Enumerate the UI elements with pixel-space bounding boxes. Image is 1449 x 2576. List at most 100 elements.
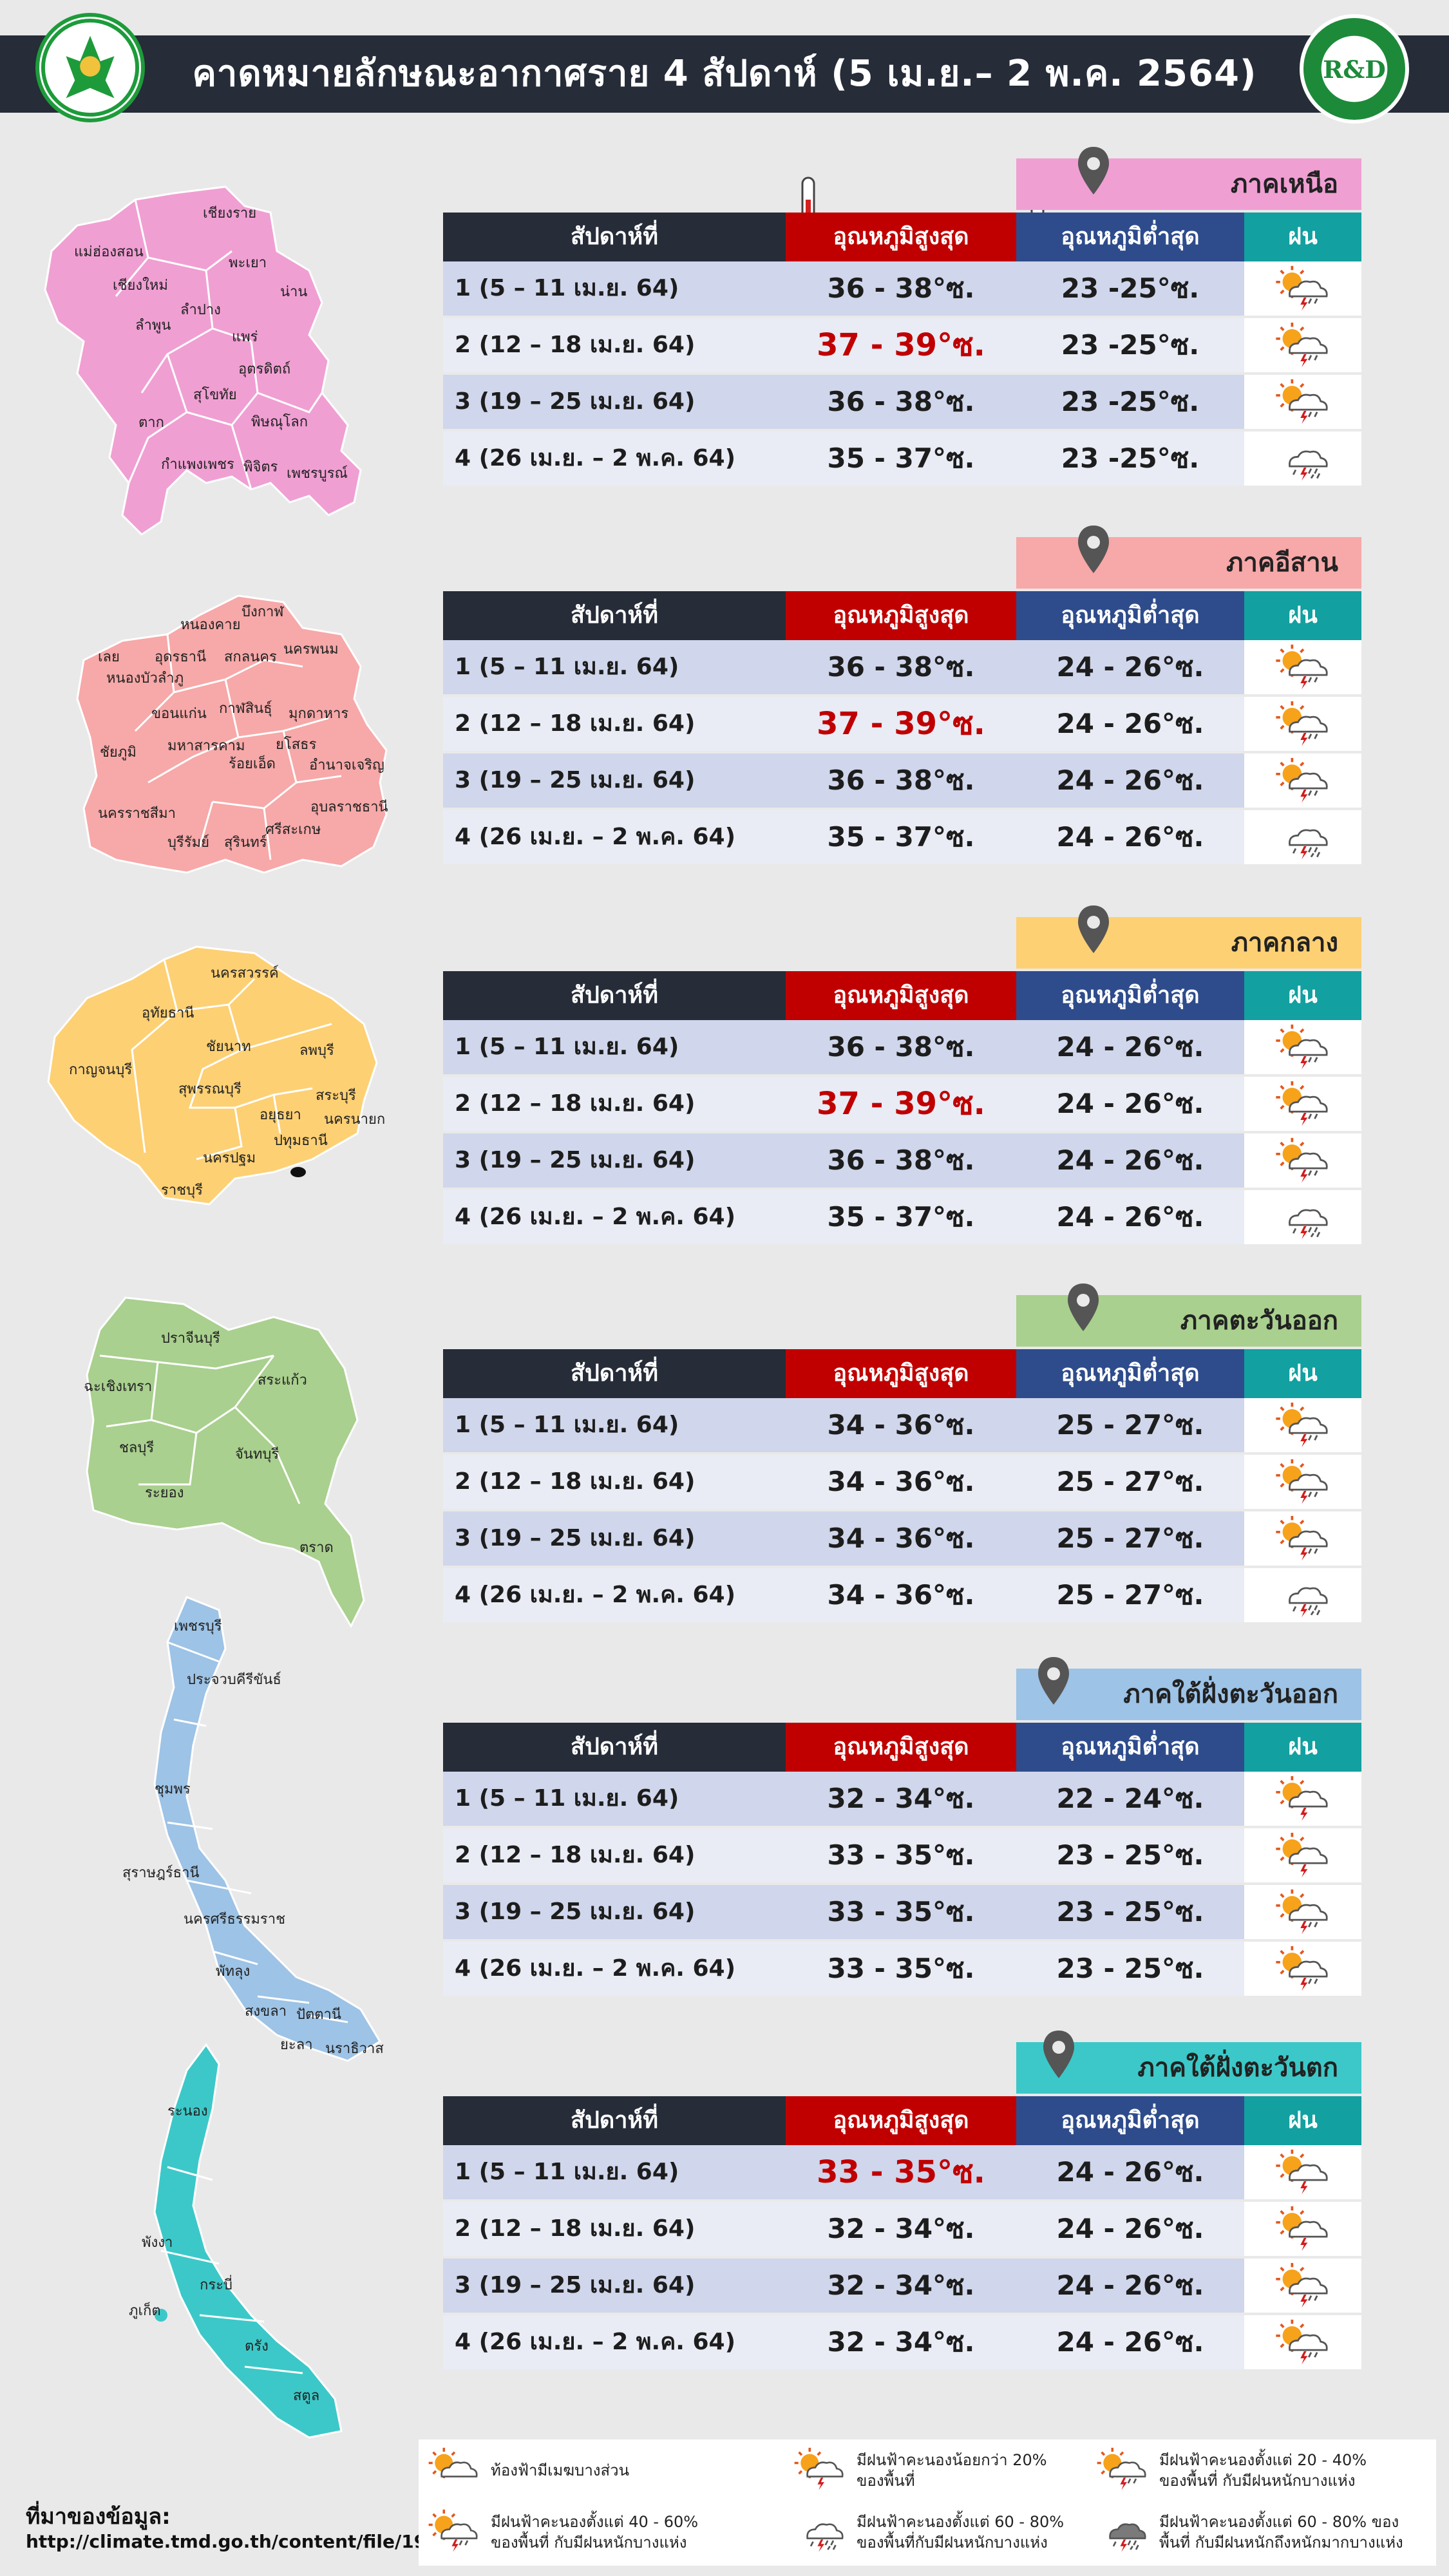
svg-text:นราธิวาส: นราธิวาส (325, 2041, 384, 2057)
week-cell: 4 (26 เม.ย. – 2 พ.ค. 64) (443, 431, 786, 486)
week-column-header: สัปดาห์ที่ (443, 1723, 786, 1772)
week-cell: 2 (12 – 18 เม.ย. 64) (443, 1455, 786, 1509)
min-temp-cell: 23 -25°ซ. (1016, 261, 1244, 316)
table-row: 2 (12 – 18 เม.ย. 64) 37 - 39°ซ. 23 -25°ซ. (443, 318, 1361, 375)
partly-cloudy-weather-icon (428, 2447, 478, 2479)
week-cell: 3 (19 – 25 เม.ย. 64) (443, 375, 786, 429)
table-row: 1 (5 – 11 เม.ย. 64) 36 - 38°ซ. 23 -25°ซ. (443, 261, 1361, 318)
min-temp-cell: 24 - 26°ซ. (1016, 2259, 1244, 2313)
storm-weather-icon (1097, 2447, 1146, 2490)
location-pin-icon (1077, 524, 1110, 576)
rain-light-icon (1244, 1828, 1361, 1882)
heavy-weather-icon (806, 2523, 844, 2552)
svg-text:ยะลา: ยะลา (280, 2037, 313, 2053)
max-temp-cell: 32 - 34°ซ. (786, 1772, 1016, 1826)
legend-text: มีฝนฟ้าคะนองตั้งแต่ 60 - 80% ของพื้นที่ก… (857, 2513, 1065, 2552)
rain-storm-icon (1244, 375, 1361, 429)
min-temp-cell: 23 - 25°ซ. (1016, 1942, 1244, 1996)
svg-text:สระบุรี: สระบุรี (316, 1088, 356, 1104)
svg-text:พิจิตร: พิจิตร (243, 459, 278, 475)
min-temp-cell: 24 - 26°ซ. (1016, 640, 1244, 694)
svg-text:อำนาจเจริญ: อำนาจเจริญ (309, 757, 384, 773)
svg-text:บึงกาฬ: บึงกาฬ (242, 604, 284, 620)
svg-text:บุรีรัมย์: บุรีรัมย์ (167, 835, 209, 851)
svg-text:ระยอง: ระยอง (145, 1485, 184, 1501)
min-temp-cell: 23 - 25°ซ. (1016, 1885, 1244, 1939)
table-row: 4 (26 เม.ย. – 2 พ.ค. 64) 34 - 36°ซ. 25 - 2… (443, 1568, 1361, 1625)
table-row: 3 (19 – 25 เม.ย. 64) 36 - 38°ซ. 24 - 26°ซ. (443, 1133, 1361, 1190)
min-temp-cell: 25 - 27°ซ. (1016, 1568, 1244, 1622)
min-temp-column-header: อุณหภูมิต่ำสุด (1016, 1349, 1244, 1398)
svg-text:ขอนแก่น: ขอนแก่น (151, 706, 207, 722)
rain-storm-icon (1244, 1077, 1361, 1131)
rd-logo: R&D (1300, 14, 1409, 124)
svg-text:ชลบุรี: ชลบุรี (119, 1440, 154, 1456)
svg-text:ชัยนาท: ชัยนาท (206, 1039, 251, 1055)
location-pin-icon (1077, 146, 1110, 197)
svg-text:นครราชสีมา: นครราชสีมา (98, 806, 176, 822)
region-name-tag: ภาคใต้ฝั่งตะวันตก (1016, 2042, 1361, 2094)
week-column-header: สัปดาห์ที่ (443, 1349, 786, 1398)
max-temp-cell: 32 - 34°ซ. (786, 2202, 1016, 2256)
rain-storm-icon (1244, 1885, 1361, 1939)
min-temp-cell: 24 - 26°ซ. (1016, 1190, 1244, 1244)
svg-text:ศรีสะเกษ: ศรีสะเกษ (265, 822, 321, 838)
svg-text:นครพนม: นครพนม (283, 641, 339, 658)
rain-storm-icon (1244, 1020, 1361, 1074)
legend-text: มีฝนฟ้าคะนองตั้งแต่ 20 - 40% ของพื้นที่ … (1159, 2451, 1367, 2490)
source-url[interactable]: http://climate.tmd.go.th/content/file/19… (26, 2531, 452, 2552)
svg-text:ระนอง: ระนอง (167, 2103, 208, 2119)
table-row: 2 (12 – 18 เม.ย. 64) 32 - 34°ซ. 24 - 26°ซ. (443, 2202, 1361, 2259)
min-temp-cell: 24 - 26°ซ. (1016, 2202, 1244, 2256)
svg-text:นครนายก: นครนายก (324, 1112, 385, 1128)
location-pin-icon (1077, 904, 1110, 956)
svg-text:เพชรบูรณ์: เพชรบูรณ์ (287, 466, 348, 482)
map-northeast: บึงกาฬ หนองคาย นครพนม เลย อุดรธานี สกลนค… (71, 589, 406, 886)
svg-text:กาฬสินธุ์: กาฬสินธุ์ (219, 701, 272, 717)
page-title: คาดหมายลักษณะอากาศราย 4 สัปดาห์ (5 เม.ย.… (192, 53, 1257, 95)
rain-light-icon (1244, 2145, 1361, 2199)
location-pin-icon (1042, 2029, 1075, 2081)
max-temp-cell: 33 - 35°ซ. (786, 2145, 1016, 2199)
svg-text:มุกดาหาร: มุกดาหาร (289, 706, 348, 722)
min-temp-cell: 23 -25°ซ. (1016, 375, 1244, 429)
map-south-west: ระนอง พังงา กระบี่ ภูเก็ต ตรัง สตูล (116, 2038, 386, 2444)
table-header: สัปดาห์ที่ อุณหภูมิสูงสุด อุณหภูมิต่ำสุด ฝน (443, 591, 1361, 640)
week-cell: 4 (26 เม.ย. – 2 พ.ค. 64) (443, 1190, 786, 1244)
week-column-header: สัปดาห์ที่ (443, 213, 786, 261)
rain-storm-icon (1244, 318, 1361, 372)
week-cell: 3 (19 – 25 เม.ย. 64) (443, 1511, 786, 1566)
min-temp-column-header: อุณหภูมิต่ำสุด (1016, 1723, 1244, 1772)
max-temp-cell: 36 - 38°ซ. (786, 1020, 1016, 1074)
location-pin-icon (1037, 1656, 1070, 1707)
rain-column-header: ฝน (1244, 1723, 1361, 1772)
table-row: 2 (12 – 18 เม.ย. 64) 37 - 39°ซ. 24 - 26°ซ. (443, 697, 1361, 753)
map-south-east: เพชรบุรี ประจวบคีรีขันธ์ ชุมพร สุราษฎร์ธ… (116, 1591, 412, 2093)
week-cell: 4 (26 เม.ย. – 2 พ.ค. 64) (443, 1568, 786, 1622)
max-temp-column-header: อุณหภูมิสูงสุด (786, 591, 1016, 640)
table-row: 4 (26 เม.ย. – 2 พ.ค. 64) 33 - 35°ซ. 23 - 2… (443, 1942, 1361, 1998)
forecast-table-south-west: สัปดาห์ที่ อุณหภูมิสูงสุด อุณหภูมิต่ำสุด ฝน… (443, 2096, 1361, 2372)
svg-text:อุทัยธานี: อุทัยธานี (142, 1005, 194, 1021)
max-temp-column-header: อุณหภูมิสูงสุด (786, 1723, 1016, 1772)
svg-text:น่าน: น่าน (280, 284, 307, 300)
table-row: 1 (5 – 11 เม.ย. 64) 33 - 35°ซ. 24 - 26°ซ. (443, 2145, 1361, 2202)
max-temp-cell: 37 - 39°ซ. (786, 697, 1016, 751)
svg-text:เลย: เลย (98, 649, 120, 665)
rain-storm-icon (1244, 2259, 1361, 2313)
table-row: 3 (19 – 25 เม.ย. 64) 36 - 38°ซ. 23 -25°ซ. (443, 375, 1361, 431)
svg-text:พัทลุง: พัทลุง (216, 1964, 250, 1980)
svg-text:พังงา: พังงา (142, 2235, 173, 2251)
map-central: นครสวรรค์ อุทัยธานี ชัยนาท ลพบุรี กาญจนบ… (42, 940, 390, 1211)
legend-text: มีฝนฟ้าคะนองน้อยกว่า 20% ของพื้นที่ (857, 2451, 1047, 2490)
forecast-table-north: สัปดาห์ที่ อุณหภูมิสูงสุด อุณหภูมิต่ำสุด ฝน… (443, 213, 1361, 488)
min-temp-cell: 24 - 26°ซ. (1016, 1077, 1244, 1131)
svg-text:ประจวบคีรีขันธ์: ประจวบคีรีขันธ์ (187, 1672, 281, 1688)
svg-text:ภูเก็ต: ภูเก็ต (129, 2301, 161, 2319)
rain-column-header: ฝน (1244, 971, 1361, 1020)
rain-storm-icon (1244, 1511, 1361, 1566)
max-temp-cell: 36 - 38°ซ. (786, 753, 1016, 808)
max-temp-cell: 35 - 37°ซ. (786, 810, 1016, 864)
table-row: 2 (12 – 18 เม.ย. 64) 34 - 36°ซ. 25 - 27°ซ. (443, 1455, 1361, 1511)
svg-text:อยุธยา: อยุธยา (260, 1107, 301, 1123)
